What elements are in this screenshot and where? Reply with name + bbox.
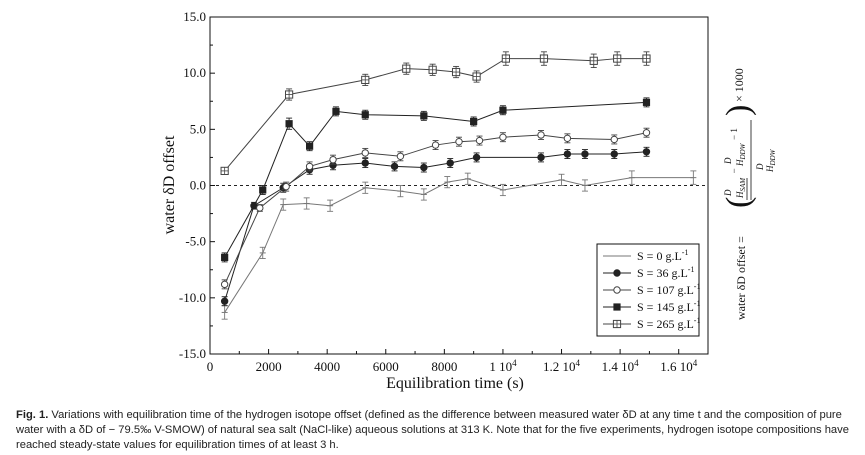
data-point (446, 159, 454, 167)
data-point (306, 142, 314, 150)
x-axis-label: Equilibration time (s) (386, 375, 524, 392)
legend-marker-1 (613, 269, 621, 277)
data-point (256, 204, 264, 212)
data-point (361, 111, 369, 119)
x-tick-label: 1.4 104 (602, 358, 640, 374)
data-point (361, 159, 369, 167)
data-point (396, 152, 405, 160)
x-tick-label: 1.2 104 (543, 358, 581, 374)
x-tick-label: 1.6 104 (660, 358, 698, 374)
data-point (642, 98, 651, 106)
legend-marker-3 (613, 303, 621, 311)
caption-text: Variations with equilibration time of th… (16, 409, 849, 451)
x-tick-label: 4000 (314, 359, 340, 374)
formula-den-main-sub: HDDW (765, 148, 777, 173)
x-tick-label: 8000 (431, 359, 457, 374)
formula-den-top: D (723, 157, 733, 165)
data-point (361, 149, 369, 157)
data-point (499, 133, 507, 141)
y-tick-label: -10.0 (179, 290, 206, 305)
data-point (642, 148, 651, 156)
data-point (221, 253, 229, 261)
series-line-1 (224, 151, 647, 302)
data-point (420, 163, 428, 172)
formula-minus: − (729, 168, 739, 174)
figure-caption: Fig. 1. Variations with equilibration ti… (16, 408, 851, 453)
formula-den-sub: HDDW (735, 142, 747, 167)
data-point (537, 153, 545, 162)
data-point (282, 182, 290, 191)
legend-label-0: S = 0 g.L-1 (637, 248, 688, 263)
data-point (642, 129, 651, 137)
data-point (431, 141, 440, 149)
legend-label-4: S = 265 g.L-1 (637, 316, 700, 331)
plot-area: 0 2000 4000 6000 8000 1 104 1.2 104 1.4 104 1.6 … (179, 9, 709, 374)
data-point (285, 120, 293, 128)
data-point (455, 137, 463, 146)
y-tick-label: 10.0 (183, 65, 206, 80)
data-point (475, 136, 484, 145)
caption-fig-label: Fig. 1. (16, 409, 49, 421)
y-tick-label: -5.0 (185, 234, 206, 249)
x-tick-label: 1 104 (489, 358, 517, 374)
legend-label-2: S = 107 g.L-1 (637, 282, 700, 297)
data-point (610, 135, 618, 144)
chart: 0 2000 4000 6000 8000 1 104 1.2 104 1.4 104 1.6 … (161, 9, 777, 392)
data-point (470, 117, 478, 126)
y-tick-label: 5.0 (190, 121, 206, 136)
formula-num-top: D (723, 189, 733, 197)
data-point (499, 106, 507, 114)
data-point (537, 131, 545, 139)
y-tick-label: 15.0 (183, 9, 206, 24)
data-point (610, 150, 618, 158)
legend-marker-2 (613, 286, 621, 294)
legend-label-3: S = 145 g.L-1 (637, 299, 700, 314)
formula-minus-one: − 1 (729, 128, 739, 140)
data-point (563, 150, 572, 158)
data-point (220, 297, 229, 305)
data-point (259, 186, 267, 194)
data-point (332, 107, 340, 115)
data-point (390, 162, 399, 171)
series-line-3 (224, 101, 647, 258)
data-point (420, 112, 428, 120)
data-point (220, 280, 229, 289)
y-tick-label: 0.0 (190, 178, 206, 193)
data-point (563, 134, 572, 143)
formula-times: × 1000 (732, 68, 746, 102)
legend-label-1: S = 36 g.L-1 (637, 265, 694, 280)
formula-left: water δD offset = (734, 236, 748, 320)
y-axis-label: water δD offset (161, 135, 178, 234)
formula-annotation: water δD offset = ( D HSAM − D HDDW − 1 … (720, 68, 777, 320)
y-tick-label: -15.0 (179, 346, 206, 361)
formula-paren-right: ) (720, 105, 757, 116)
data-point (472, 153, 481, 162)
data-point (305, 162, 314, 171)
data-point (329, 155, 337, 164)
x-tick-label: 0 (207, 359, 214, 374)
formula-den-main-top: D (755, 163, 765, 171)
formula-paren-left: ( (720, 197, 757, 208)
x-tick-label: 2000 (256, 359, 282, 374)
x-tick-label: 6000 (373, 359, 399, 374)
formula-num-sub: HSAM (735, 177, 747, 199)
data-point (581, 150, 589, 158)
